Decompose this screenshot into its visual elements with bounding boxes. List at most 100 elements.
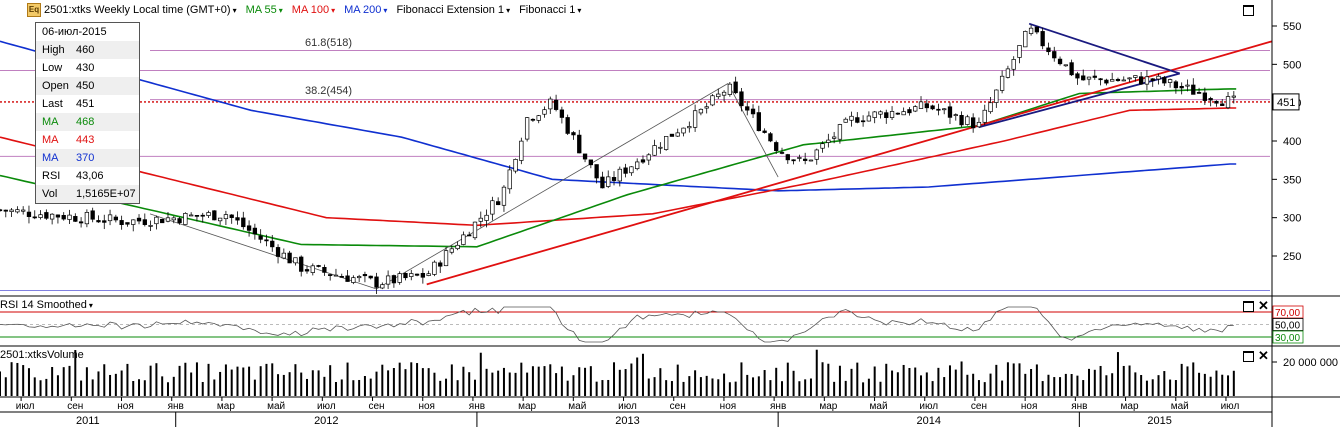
chevron-down-icon: ▾ [232,5,237,15]
volume-bar [213,379,216,396]
rsi-level-box [1272,330,1304,344]
candle-body [646,154,651,161]
volume-bar [804,379,807,396]
candle-body [582,153,588,160]
candle-body [536,115,541,121]
close-rsi-pane-icon[interactable]: ✕ [1258,298,1269,313]
fibonacci-dropdown[interactable]: Fibonacci 1 ▾ [519,4,581,16]
volume-bar [520,362,523,396]
candle-body [9,209,14,212]
data-window-row: MA 468 [36,113,139,131]
rsi-line [0,306,1234,343]
month-label: май [267,401,285,412]
volume-bar [740,362,743,396]
candle-body [1028,27,1034,34]
month-label: июл [1221,401,1240,412]
candle-body [61,215,66,220]
indicator-toolbar: Eq 2501:xtks Weekly Local time (GMT+0) ▾ … [0,0,1270,20]
candle-body [872,111,877,118]
volume-bar [1088,368,1091,396]
candle-body [1202,92,1208,101]
candle-body [84,212,90,225]
symbol-dropdown[interactable]: 2501:xtks Weekly Local time (GMT+0) ▾ [44,4,237,16]
month-label: мар [1121,401,1139,412]
candle-body [1086,76,1092,80]
candle-body [623,167,628,174]
candle-body [3,209,8,212]
candle-body [629,166,634,174]
rsi-title-label: RSI 14 Smoothed [0,299,87,311]
volume-bar [699,377,702,396]
trendlines[interactable] [149,22,1273,290]
candle-body [1156,75,1161,80]
candle-body [339,276,344,278]
candle-body [1023,31,1028,48]
volume-bar [392,368,395,396]
month-label: июл [16,401,35,412]
month-label: июл [317,401,336,412]
data-window-value: 443 [76,134,95,146]
volume-bar [920,375,923,396]
volume-bar [242,367,245,396]
volume-bar [114,373,117,396]
volume-bar [236,366,239,396]
volume-bar [282,374,285,396]
candle-body [866,115,872,122]
volume-bar [578,367,581,396]
volume-bar [468,372,471,396]
candle-body [287,252,292,264]
candle-body [1017,45,1022,58]
candle-body [78,221,84,224]
volume-bar [1192,362,1195,396]
price-pane[interactable]: 61.8(518) 38.2(454) [0,0,1273,295]
candle-body [1121,79,1126,82]
maximize-price-pane-button[interactable] [1243,5,1254,16]
candle-body [698,108,704,114]
ma55-dropdown[interactable]: MA 55 ▾ [246,4,283,16]
volume-bar [723,373,726,396]
volume-bar [1221,374,1224,396]
volume-bar [1001,380,1004,396]
candle-body [67,214,72,220]
rsi-pane-title[interactable]: RSI 14 Smoothed ▾ [0,299,93,311]
fibonacci-extension-dropdown[interactable]: Fibonacci Extension 1 ▾ [396,4,510,16]
candle-body [750,108,756,115]
candle-body [148,225,153,227]
price-tick-label: 250 [1283,251,1301,263]
candle-body [293,257,298,264]
equity-icon[interactable]: Eq [27,3,41,17]
maximize-volume-pane-button[interactable] [1243,351,1254,362]
volume-bar [161,376,164,396]
ma200-line [0,40,1237,192]
volume-bar [1030,369,1033,396]
volume-bar [317,370,320,396]
volume-bar [838,365,841,396]
ma200-dropdown[interactable]: MA 200 ▾ [344,4,387,16]
maximize-rsi-pane-button[interactable] [1243,301,1254,312]
data-window-key: High [42,44,65,56]
volume-bar [896,372,899,396]
volume-bar [126,363,129,396]
candle-body [1069,62,1074,76]
volume-bar [636,357,639,396]
volume-bar [867,378,870,396]
volume-bar [1209,376,1212,396]
close-volume-pane-icon[interactable]: ✕ [1258,348,1269,363]
candle-body [281,252,286,259]
ma100-dropdown[interactable]: MA 100 ▾ [292,4,335,16]
candle-body [496,201,501,206]
volume-bar [195,362,198,396]
volume-bar [166,382,169,396]
candle-body [507,169,512,190]
candle-body [1208,98,1213,101]
volume-bar [85,367,88,396]
data-window-date: 06-июл-2015 [36,23,139,41]
candle-body [1034,26,1040,33]
candle-body [976,121,982,128]
month-label: ноя [117,401,134,412]
volume-bar [966,374,969,396]
candle-body [333,274,339,277]
volume-bar [398,362,401,396]
volume-bar [462,366,465,396]
price-tick-label: 350 [1283,174,1301,186]
